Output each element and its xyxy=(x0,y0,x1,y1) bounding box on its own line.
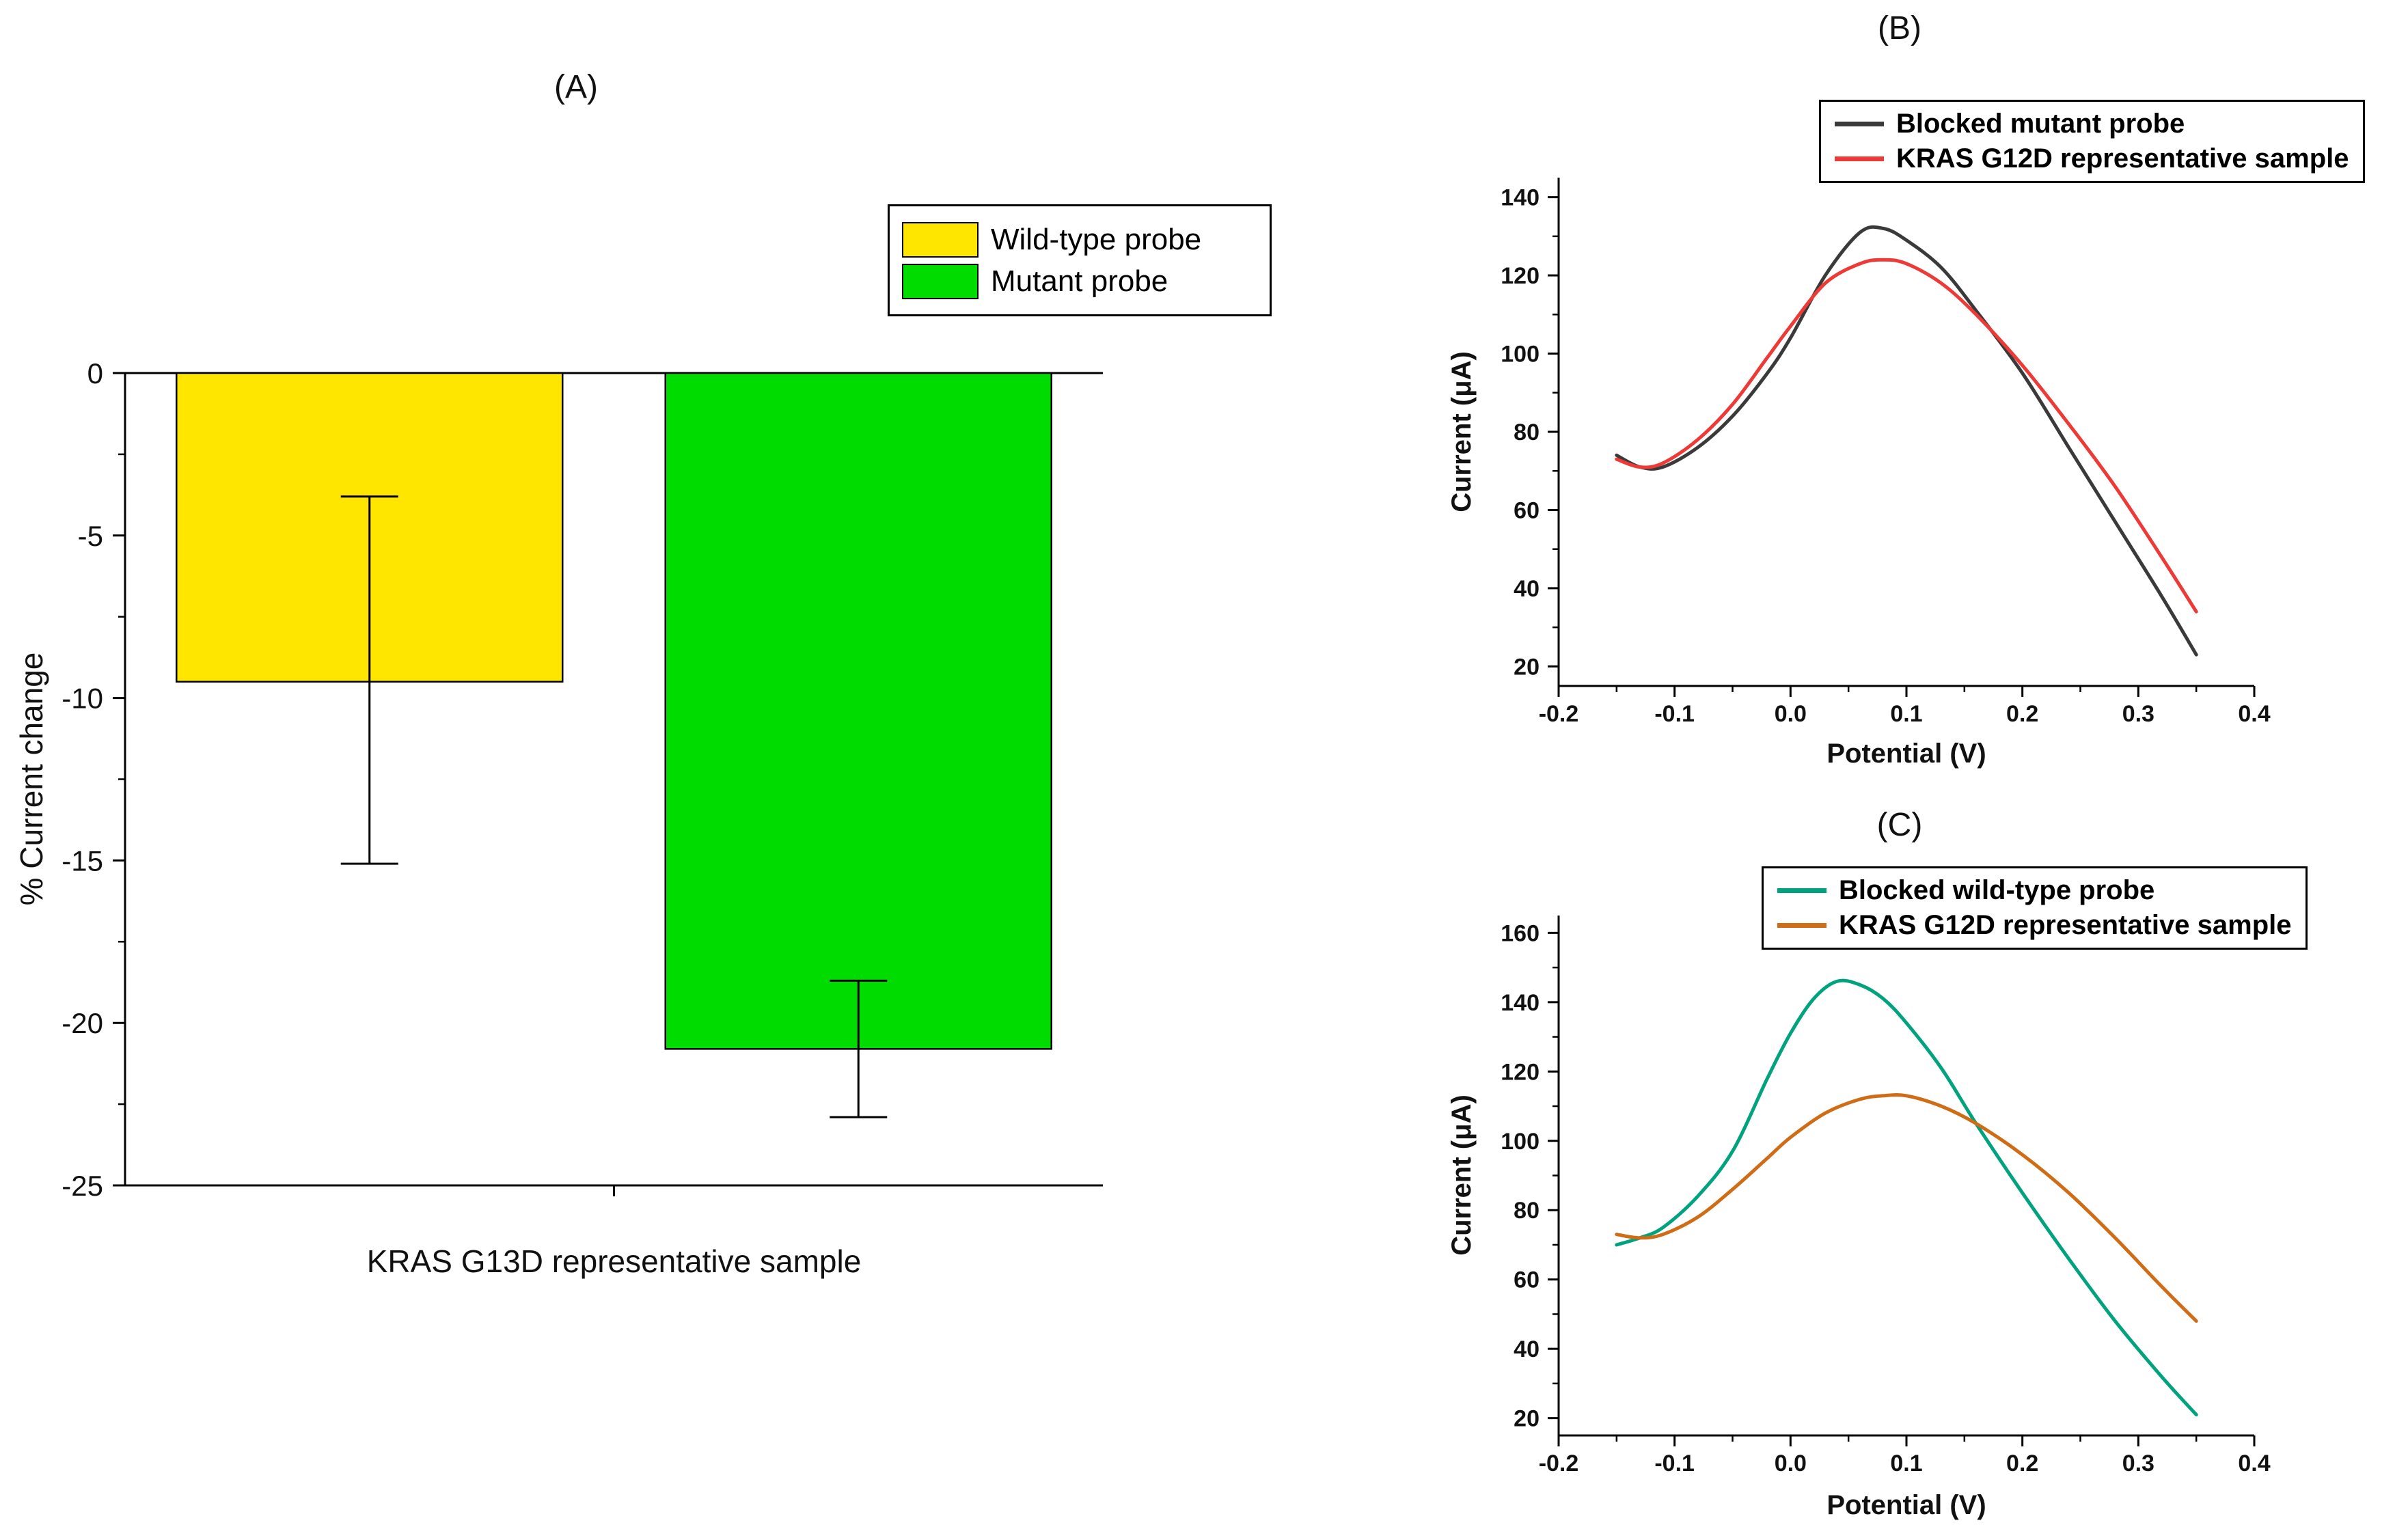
legend-label: Mutant probe xyxy=(991,264,1168,298)
curve-blocked-mutant-probe xyxy=(1615,225,2198,657)
legend-item-wild-type: Wild-type probe xyxy=(902,221,1263,258)
mutant-probe-swatch xyxy=(902,263,979,299)
curve-kras-g12d-representative-sample xyxy=(1615,1092,2198,1323)
svg-text:140: 140 xyxy=(1501,990,1540,1016)
svg-text:0: 0 xyxy=(87,357,103,389)
legend-item-blocked-wild-type: Blocked wild-type probe xyxy=(1777,875,2292,906)
panel-a-title: (A) xyxy=(554,69,598,105)
svg-text:0.4: 0.4 xyxy=(2238,1450,2270,1476)
curve-kras-g12d-representative-sample xyxy=(1615,258,2198,614)
panel-a-plot: 0 -5 -10 -15 -20 -25 KRAS G13D representative … xyxy=(14,357,1103,1279)
svg-text:60: 60 xyxy=(1514,497,1540,523)
svg-text:0.2: 0.2 xyxy=(2006,1450,2038,1476)
legend-label: KRAS G12D representative sample xyxy=(1896,143,2349,174)
svg-text:80: 80 xyxy=(1514,1198,1540,1224)
wild-type-probe-swatch xyxy=(902,221,979,258)
svg-text:40: 40 xyxy=(1514,1336,1540,1362)
svg-text:-20: -20 xyxy=(61,1007,103,1039)
svg-text:Potential (V): Potential (V) xyxy=(1826,1490,1986,1520)
svg-text:Potential (V): Potential (V) xyxy=(1826,739,1986,769)
svg-text:140: 140 xyxy=(1501,185,1540,211)
svg-text:-0.2: -0.2 xyxy=(1539,701,1579,727)
panel-b-legend: Blocked mutant probe KRAS G12D represent… xyxy=(1819,100,2365,183)
svg-text:-0.1: -0.1 xyxy=(1654,701,1695,727)
legend-label: Wild-type probe xyxy=(991,222,1202,256)
svg-text:20: 20 xyxy=(1514,654,1540,680)
svg-text:100: 100 xyxy=(1501,342,1540,368)
svg-text:0.0: 0.0 xyxy=(1775,701,1807,727)
panel-a-legend: Wild-type probe Mutant probe xyxy=(888,204,1272,316)
svg-text:60: 60 xyxy=(1514,1267,1540,1293)
panel-c-plot: 20 40 60 80 100 120 140 160 -0.2 -0.1 0.0 0.1 0.2 0.3… xyxy=(1447,916,2271,1520)
legend-label: KRAS G12D representative sample xyxy=(1839,910,2292,940)
svg-text:0.3: 0.3 xyxy=(2122,701,2154,727)
panel-c-title: (C) xyxy=(1876,807,1923,843)
legend-item-kras-g12d: KRAS G12D representative sample xyxy=(1777,910,2292,941)
legend-item-kras-g12d: KRAS G12D representative sample xyxy=(1835,143,2349,174)
panel-b-title: (B) xyxy=(1878,10,1921,46)
svg-text:-25: -25 xyxy=(61,1170,103,1202)
svg-text:-15: -15 xyxy=(61,844,103,877)
svg-text:Current (μA): Current (μA) xyxy=(1447,351,1477,512)
svg-text:-0.2: -0.2 xyxy=(1539,1450,1579,1476)
legend-label: Blocked mutant probe xyxy=(1896,109,2185,139)
svg-text:80: 80 xyxy=(1514,420,1540,445)
svg-text:KRAS G13D representative sampl: KRAS G13D representative sample xyxy=(367,1243,862,1279)
svg-text:0.1: 0.1 xyxy=(1890,701,1922,727)
blocked-wild-type-line-swatch xyxy=(1777,888,1826,893)
svg-text:160: 160 xyxy=(1501,920,1540,946)
kras-g12d-line-swatch xyxy=(1835,156,1884,161)
kras-g12d-line-swatch xyxy=(1777,923,1826,928)
svg-text:20: 20 xyxy=(1514,1406,1540,1432)
bar-mutant-probe xyxy=(664,372,1052,1050)
svg-text:120: 120 xyxy=(1501,1059,1540,1085)
svg-text:0.0: 0.0 xyxy=(1775,1450,1807,1476)
svg-text:0.2: 0.2 xyxy=(2006,701,2038,727)
svg-text:0.3: 0.3 xyxy=(2122,1450,2154,1476)
panel-b-plot: 20 40 60 80 100 120 140 -0.2 -0.1 0.0 0.1 0.2 0.3 0.4… xyxy=(1447,178,2271,769)
panel-c-legend: Blocked wild-type probe KRAS G12D repres… xyxy=(1762,866,2308,950)
svg-text:-5: -5 xyxy=(78,520,103,552)
svg-text:% Current change: % Current change xyxy=(14,652,49,906)
legend-label: Blocked wild-type probe xyxy=(1839,875,2155,905)
legend-item-mutant: Mutant probe xyxy=(902,263,1263,299)
svg-text:40: 40 xyxy=(1514,576,1540,602)
svg-text:0.1: 0.1 xyxy=(1890,1450,1922,1476)
blocked-mutant-line-swatch xyxy=(1835,122,1884,126)
svg-text:100: 100 xyxy=(1501,1129,1540,1155)
svg-text:0.4: 0.4 xyxy=(2238,701,2270,727)
curve-blocked-wild-type-probe xyxy=(1615,978,2198,1417)
svg-text:-0.1: -0.1 xyxy=(1654,1450,1695,1476)
svg-text:-10: -10 xyxy=(61,683,103,715)
legend-item-blocked-mutant: Blocked mutant probe xyxy=(1835,109,2349,139)
svg-text:120: 120 xyxy=(1501,263,1540,289)
svg-text:Current (μA): Current (μA) xyxy=(1447,1095,1477,1256)
